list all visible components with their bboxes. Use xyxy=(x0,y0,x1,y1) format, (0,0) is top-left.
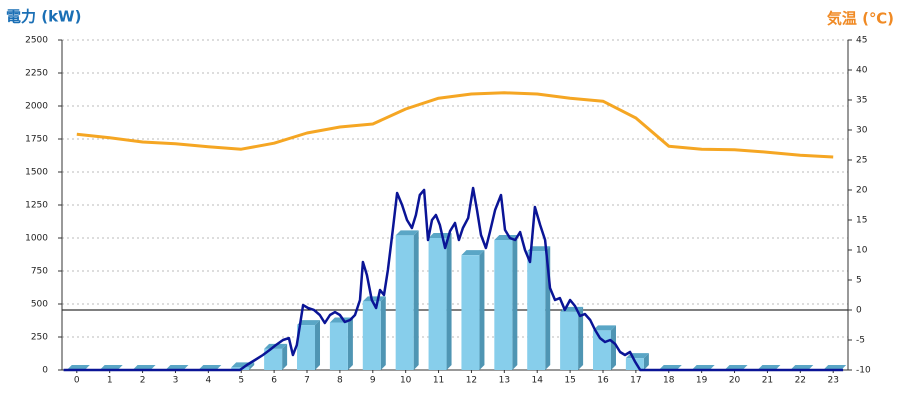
x-tick-label: 12 xyxy=(466,376,477,386)
x-tick-label: 3 xyxy=(173,376,179,386)
y2-axis-title: 気温 (℃) xyxy=(827,10,894,28)
y-axis-title: 電力 (kW) xyxy=(6,8,81,26)
y-tick-label: 250 xyxy=(31,333,48,343)
y2-tick-label: 35 xyxy=(856,96,867,106)
x-tick-label: 13 xyxy=(499,376,510,386)
x-tick-label: 9 xyxy=(370,376,376,386)
y2-tick-label: -5 xyxy=(856,336,865,346)
x-tick-label: 2 xyxy=(140,376,146,386)
x-tick-label: 17 xyxy=(630,376,641,386)
bar xyxy=(592,330,611,370)
y-tick-label: 1000 xyxy=(25,234,48,244)
x-tick-label: 22 xyxy=(795,376,806,386)
x-tick-label: 5 xyxy=(238,376,244,386)
bar-side xyxy=(446,233,452,370)
bar xyxy=(461,255,480,370)
x-tick-label: 4 xyxy=(205,376,211,386)
bar-side xyxy=(512,234,518,370)
bar xyxy=(527,251,546,370)
y-tick-label: 2250 xyxy=(25,69,48,79)
bar-side xyxy=(643,353,649,370)
y-tick-label: 1500 xyxy=(25,168,48,178)
bar-top xyxy=(592,325,616,331)
bar-side xyxy=(610,325,616,370)
bar-top xyxy=(461,250,485,256)
y2-tick-label: 30 xyxy=(856,126,868,136)
x-tick-label: 14 xyxy=(531,376,543,386)
bar xyxy=(264,348,283,370)
bar xyxy=(362,301,381,370)
y-tick-label: 1250 xyxy=(25,201,48,211)
bar-side xyxy=(578,306,584,370)
bar-side xyxy=(479,250,485,370)
bar-top xyxy=(395,230,419,236)
bar-top xyxy=(428,233,452,238)
bar xyxy=(395,235,414,370)
bar-top xyxy=(527,246,551,252)
bar-side xyxy=(315,320,321,370)
y2-tick-label: 10 xyxy=(856,246,868,256)
bar-top xyxy=(362,296,386,302)
bar xyxy=(297,325,316,370)
bar xyxy=(428,238,447,370)
bar-top xyxy=(297,320,321,326)
bar xyxy=(494,239,513,370)
bar-side xyxy=(347,317,353,370)
x-tick-label: 19 xyxy=(696,376,708,386)
bar xyxy=(329,322,348,370)
x-tick-label: 6 xyxy=(271,376,277,386)
x-tick-label: 23 xyxy=(827,376,838,386)
y2-tick-label: 5 xyxy=(856,276,862,286)
x-tick-label: 16 xyxy=(597,376,609,386)
x-tick-label: 18 xyxy=(663,376,675,386)
bar-side xyxy=(413,230,419,370)
bar-side xyxy=(380,296,386,370)
line xyxy=(76,91,834,159)
y-tick-label: 500 xyxy=(31,300,48,310)
x-tick-label: 1 xyxy=(107,376,113,386)
x-tick-label: 0 xyxy=(74,376,80,386)
y-tick-label: 0 xyxy=(42,366,48,376)
y-tick-label: 2000 xyxy=(25,102,48,112)
x-tick-label: 21 xyxy=(762,376,773,386)
y-tick-label: 1750 xyxy=(25,135,48,145)
bar-side xyxy=(282,343,288,370)
y2-tick-label: -10 xyxy=(856,366,871,376)
y2-tick-label: 15 xyxy=(856,216,867,226)
x-tick-label: 11 xyxy=(433,376,444,386)
y2-tick-label: 40 xyxy=(856,66,868,76)
x-tick-label: 20 xyxy=(729,376,741,386)
y2-tick-label: 0 xyxy=(856,306,862,316)
x-tick-label: 8 xyxy=(337,376,343,386)
line xyxy=(63,186,844,372)
x-tick-label: 7 xyxy=(304,376,310,386)
x-tick-label: 10 xyxy=(400,376,412,386)
y-tick-label: 2500 xyxy=(25,36,48,46)
y2-tick-label: 45 xyxy=(856,36,867,46)
y-tick-label: 750 xyxy=(31,267,48,277)
x-tick-label: 15 xyxy=(564,376,575,386)
bar xyxy=(560,311,579,370)
bar-side xyxy=(249,362,255,370)
bar xyxy=(625,358,644,370)
y2-tick-label: 25 xyxy=(856,156,867,166)
y2-tick-label: 20 xyxy=(856,186,868,196)
